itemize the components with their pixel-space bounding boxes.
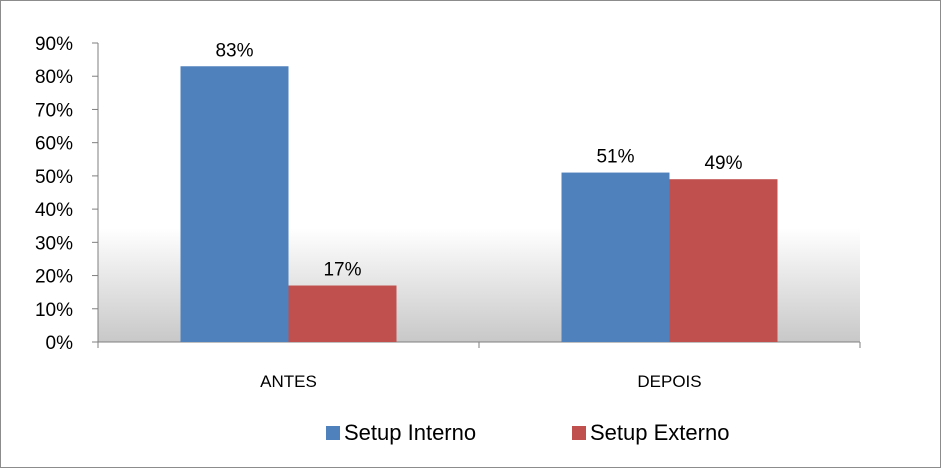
y-tick-label: 70% [35, 100, 73, 121]
data-label: 49% [704, 153, 742, 174]
y-tick-label: 20% [35, 267, 73, 288]
data-label: 17% [323, 260, 361, 281]
y-tick-label: 30% [35, 233, 73, 254]
y-tick-label: 60% [35, 134, 73, 155]
legend-label: Setup Interno [344, 420, 476, 445]
y-tick-label: 0% [46, 333, 74, 354]
bar-setup-interno-depois [561, 172, 670, 342]
data-label: 83% [215, 40, 253, 61]
bar-setup-interno-antes [180, 66, 289, 342]
bar-setup-externo-depois [669, 179, 778, 342]
y-tick-label: 40% [35, 200, 73, 221]
y-tick-label: 10% [35, 300, 73, 321]
legend-label: Setup Externo [590, 420, 729, 445]
y-tick-label: 80% [35, 67, 73, 88]
data-label: 51% [596, 147, 634, 168]
y-tick-label: 90% [35, 34, 73, 55]
legend-swatch [572, 426, 586, 440]
category-label-antes: ANTES [260, 372, 317, 391]
category-label-depois: DEPOIS [637, 372, 701, 391]
bar-setup-externo-antes [288, 285, 397, 342]
legend-swatch [326, 426, 340, 440]
y-tick-label: 50% [35, 167, 73, 188]
